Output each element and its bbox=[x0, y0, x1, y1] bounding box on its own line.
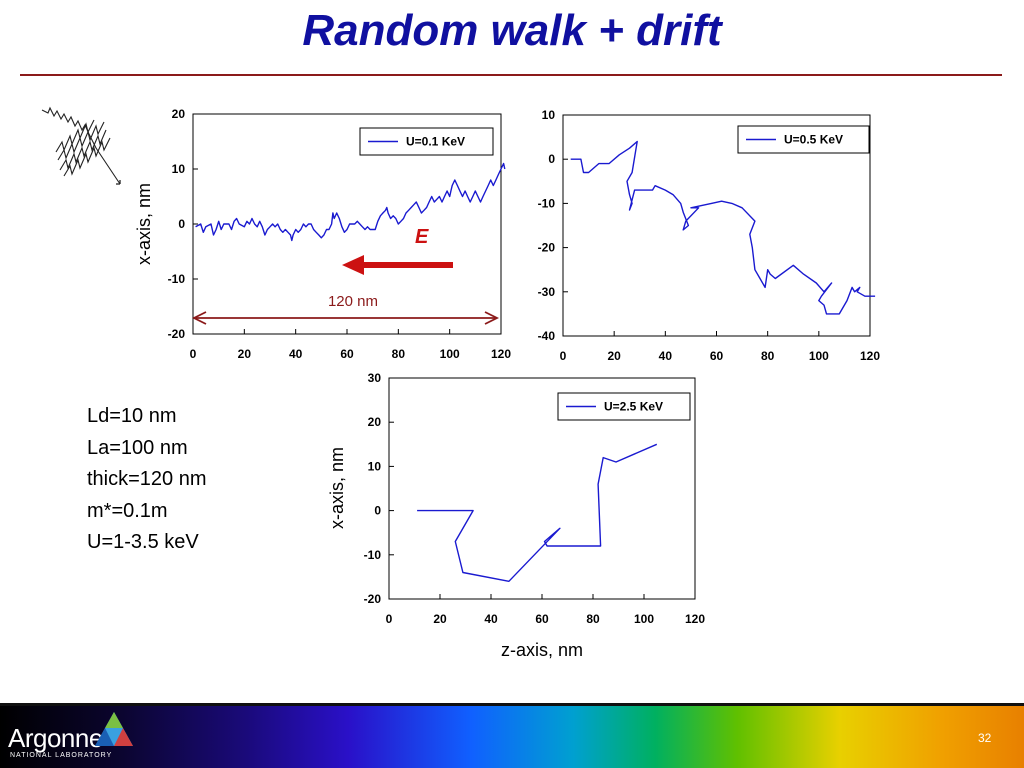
legend: U=2.5 KeV bbox=[557, 392, 691, 421]
y-tick-label: 20 bbox=[368, 415, 382, 429]
y-tick-label: 30 bbox=[368, 371, 382, 385]
y-tick-label: -10 bbox=[168, 272, 186, 286]
param-thick: thick=120 nm bbox=[87, 468, 207, 490]
title-divider bbox=[20, 74, 1002, 76]
y-axis-label: x-axis, nm bbox=[134, 183, 154, 265]
x-tick-label: 20 bbox=[238, 347, 252, 361]
param-ld: Ld=10 nm bbox=[87, 405, 177, 427]
y-tick-label: -30 bbox=[538, 285, 556, 299]
simulation-parameters: Ld=10 nm La=100 nm thick=120 nm m*=0.1m … bbox=[87, 401, 207, 559]
x-tick-label: 120 bbox=[860, 349, 880, 363]
param-mass: m*=0.1m bbox=[87, 499, 168, 522]
y-tick-label: -10 bbox=[364, 548, 382, 562]
y-tick-label: -10 bbox=[538, 196, 556, 210]
x-tick-label: 120 bbox=[491, 347, 511, 361]
y-tick-label: 10 bbox=[368, 459, 382, 473]
x-tick-label: 100 bbox=[634, 612, 654, 626]
footer-gradient-bar bbox=[0, 703, 1024, 768]
y-tick-label: 0 bbox=[548, 152, 555, 166]
y-tick-label: 10 bbox=[172, 162, 186, 176]
legend: U=0.1 KeV bbox=[359, 127, 494, 156]
legend: U=0.5 KeV bbox=[737, 125, 870, 154]
chart-1: -20 -10 0 10 20 0 20 40 60 80 100 120 U=0.1 KeV x-axi… bbox=[134, 107, 511, 361]
x-tick-label: 20 bbox=[607, 349, 621, 363]
y-tick-label: 10 bbox=[542, 108, 556, 122]
x-tick-label: 100 bbox=[809, 349, 829, 363]
y-tick-label: 20 bbox=[172, 107, 186, 121]
x-tick-label: 80 bbox=[586, 612, 600, 626]
x-tick-label: 0 bbox=[560, 349, 567, 363]
legend-label: U=2.5 KeV bbox=[604, 400, 663, 414]
x-tick-label: 60 bbox=[535, 612, 549, 626]
x-tick-label: 80 bbox=[761, 349, 775, 363]
x-tick-label: 0 bbox=[386, 612, 393, 626]
param-la: La=100 nm bbox=[87, 436, 188, 459]
y-tick-label: -20 bbox=[364, 592, 382, 606]
series-line-1 bbox=[417, 443, 658, 582]
y-tick-label: -20 bbox=[168, 327, 186, 341]
x-tick-label: 60 bbox=[710, 349, 724, 363]
x-tick-label: 0 bbox=[190, 347, 197, 361]
argonne-logo-text: Argonne bbox=[8, 723, 103, 753]
x-tick-label: 20 bbox=[433, 612, 447, 626]
x-tick-label: 120 bbox=[685, 612, 705, 626]
x-tick-label: 80 bbox=[392, 347, 406, 361]
photon-wave-icon bbox=[41, 106, 121, 185]
x-axis-label: z-axis, nm bbox=[501, 640, 583, 660]
series-line-1 bbox=[195, 162, 506, 242]
width-dimension-arrow bbox=[191, 311, 500, 325]
legend-label: U=0.1 KeV bbox=[406, 135, 465, 149]
slide-title: Random walk + drift bbox=[302, 6, 722, 55]
width-label: 120 nm bbox=[328, 293, 378, 310]
x-tick-label: 100 bbox=[440, 347, 460, 361]
field-arrow bbox=[342, 255, 453, 275]
argonne-logo-icon bbox=[95, 712, 133, 746]
x-tick-label: 40 bbox=[289, 347, 303, 361]
field-label: E bbox=[415, 226, 429, 248]
x-tick-label: 60 bbox=[340, 347, 354, 361]
y-tick-label: -40 bbox=[538, 329, 556, 343]
y-tick-label: 0 bbox=[178, 217, 185, 231]
legend-box bbox=[359, 127, 494, 156]
page-number: 32 bbox=[978, 731, 992, 745]
footer-top-line bbox=[0, 703, 1024, 706]
chart-3: -20 -10 0 10 20 30 0 20 40 60 80 100 120 U=2.5 KeV x-a… bbox=[327, 371, 705, 660]
legend-label: U=0.5 KeV bbox=[784, 133, 843, 147]
series-line-1 bbox=[570, 140, 876, 315]
x-tick-label: 40 bbox=[659, 349, 673, 363]
param-energy: U=1-3.5 keV bbox=[87, 531, 199, 553]
y-tick-label: 0 bbox=[374, 504, 381, 518]
y-tick-label: -20 bbox=[538, 241, 556, 255]
x-tick-label: 40 bbox=[484, 612, 498, 626]
y-axis-label: x-axis, nm bbox=[327, 447, 347, 529]
argonne-logo-subtext: NATIONAL LABORATORY bbox=[10, 752, 113, 759]
